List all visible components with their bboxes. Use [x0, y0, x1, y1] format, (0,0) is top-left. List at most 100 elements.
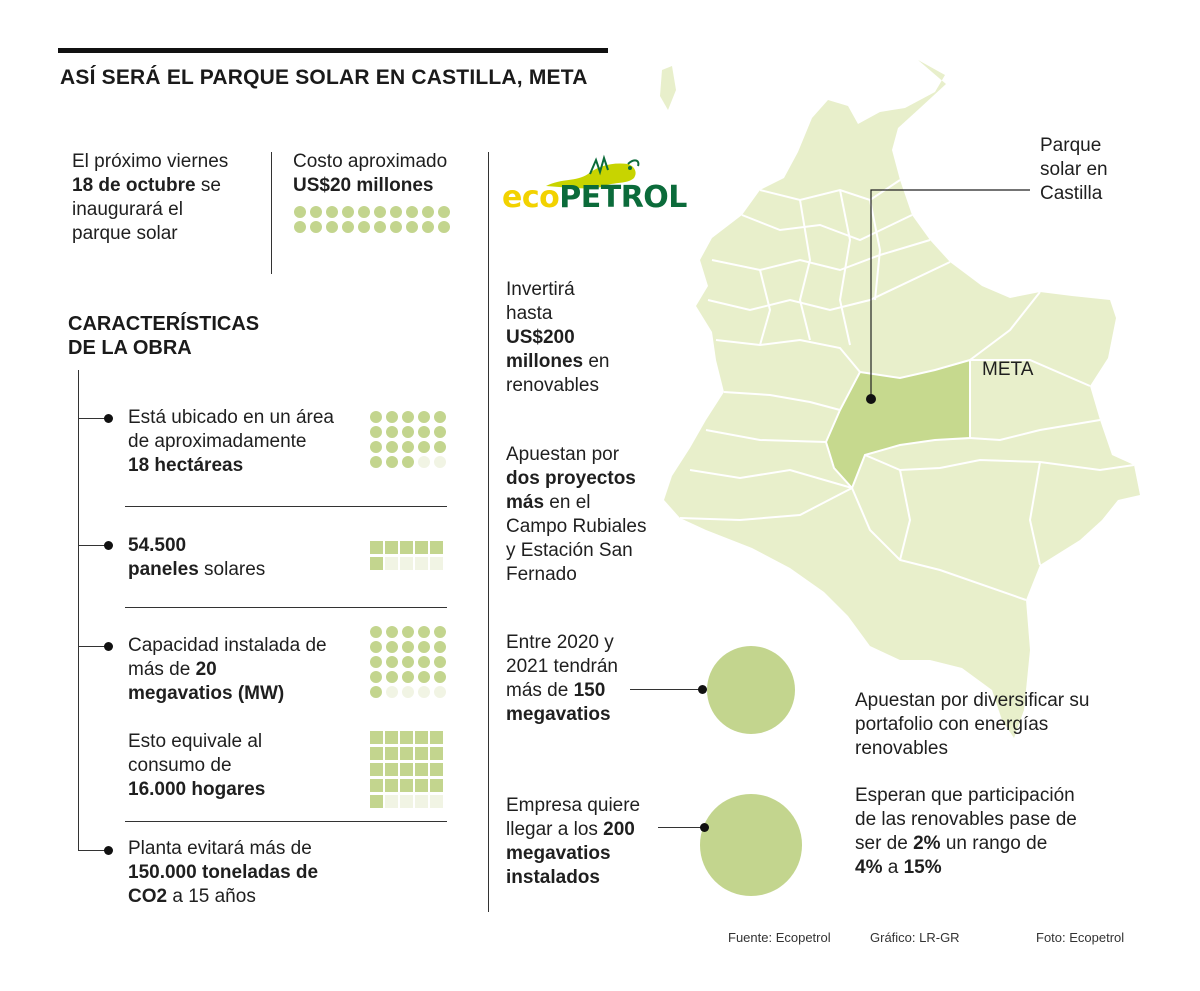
- projects-line-1: Apuestan por: [506, 444, 620, 465]
- panel-unit-square: [370, 557, 383, 570]
- features-timeline: [78, 370, 79, 850]
- cost-dot-grid: [294, 206, 451, 233]
- projects-line-6: Fernado: [506, 564, 577, 585]
- mw200-line-1: Empresa quiere: [506, 795, 641, 816]
- cost-unit-dot: [390, 206, 402, 218]
- area-unit-dot: [434, 426, 446, 438]
- area-unit-dot: [386, 441, 398, 453]
- panel-unit-square: [370, 541, 383, 554]
- expect-pre: ser de: [855, 833, 914, 854]
- area-unit-dot: [434, 411, 446, 423]
- footer-source: Fuente: Ecopetrol: [728, 930, 831, 945]
- invest-line-5: renovables: [506, 375, 599, 396]
- castilla-marker: [866, 394, 876, 404]
- capacity-unit-dot: [434, 626, 446, 638]
- expect-high: 15%: [903, 857, 942, 878]
- intro-divider: [271, 152, 272, 274]
- middle-divider: [488, 152, 489, 912]
- homes-line-2: consumo de: [128, 755, 232, 776]
- mw150-pre: más de: [506, 680, 574, 701]
- cost-unit-dot: [358, 221, 370, 233]
- page-title: ASÍ SERÁ EL PARQUE SOLAR EN CASTILLA, ME…: [60, 66, 588, 89]
- capacity-unit-dot: [386, 671, 398, 683]
- separator: [125, 506, 447, 507]
- expect-current: 2%: [913, 833, 941, 854]
- separator: [125, 607, 447, 608]
- capacity-unit-dot: [402, 671, 414, 683]
- cost-unit-dot: [438, 221, 450, 233]
- panel-unit-square: [385, 541, 398, 554]
- mw200-value: 200: [603, 819, 635, 840]
- cap-value: 20: [195, 659, 217, 680]
- homes-unit-square: [385, 731, 398, 744]
- area-line-1: Está ubicado en un área: [128, 407, 334, 428]
- panel-unit-square: [415, 541, 428, 554]
- projects-bold-2: más: [506, 492, 545, 513]
- capacity-unit-dot: [402, 656, 414, 668]
- panel-unit-square: [430, 541, 443, 554]
- homes-line-1: Esto equivale al: [128, 731, 263, 752]
- colombia-map: [660, 60, 1140, 738]
- title-bar: [58, 48, 608, 53]
- area-unit-dot: [402, 456, 414, 468]
- area-value: 18 hectáreas: [128, 455, 244, 476]
- area-unit-dot: [370, 441, 382, 453]
- capacity-unit-dot: [386, 686, 398, 698]
- cap-unit: megavatios (MW): [128, 683, 285, 704]
- cost-unit-dot: [310, 206, 322, 218]
- cost-unit-dot: [422, 206, 434, 218]
- area-unit-dot: [418, 411, 430, 423]
- homes-unit-square: [430, 795, 443, 808]
- bullet-capacity: [104, 642, 113, 651]
- mw200-marker: [700, 823, 709, 832]
- features-title: CARACTERÍSTICAS DE LA OBRA: [68, 313, 260, 359]
- homes-value: 16.000 hogares: [128, 779, 266, 800]
- intro-line-3: inaugurará el: [72, 199, 183, 220]
- capacity-unit-dot: [370, 626, 382, 638]
- homes-unit-square: [400, 795, 413, 808]
- bullet-co2: [104, 846, 113, 855]
- capacity-unit-dot: [418, 686, 430, 698]
- capacity-unit-dot: [370, 656, 382, 668]
- invest-line-2: hasta: [506, 303, 553, 324]
- footer-graphic: Gráfico: LR-GR: [870, 930, 960, 945]
- mw200-leader: [658, 827, 704, 828]
- cost-unit-dot: [294, 221, 306, 233]
- bullet-panels: [104, 541, 113, 550]
- invest-rest: en: [583, 351, 610, 372]
- projects-rest: en el: [544, 492, 591, 513]
- mw150-leader: [630, 689, 702, 690]
- invest-line-1: Invertirá: [506, 279, 575, 300]
- mw200-circle: [700, 794, 802, 896]
- area-unit-dot: [370, 456, 382, 468]
- homes-unit-square: [385, 763, 398, 776]
- invest-unit: millones: [506, 351, 584, 372]
- mw150-value: 150: [573, 680, 606, 701]
- area-unit-dot: [370, 426, 382, 438]
- cost-unit-dot: [438, 206, 450, 218]
- homes-unit-square: [370, 763, 383, 776]
- area-unit-dot: [386, 456, 398, 468]
- expect-mid: a: [882, 857, 904, 878]
- callout-label-3: Castilla: [1040, 183, 1103, 204]
- castilla-leader-line: [870, 189, 1030, 398]
- logo-petrol: PETROL: [559, 180, 687, 215]
- cost-unit-dot: [406, 206, 418, 218]
- capacity-unit-dot: [434, 686, 446, 698]
- capacity-dot-grid: [370, 626, 447, 698]
- capacity-unit-dot: [434, 641, 446, 653]
- mw200-label: instalados: [506, 867, 600, 888]
- area-dot-grid: [370, 411, 447, 468]
- homes-unit-square: [370, 731, 383, 744]
- homes-unit-square: [370, 747, 383, 760]
- mw150-circle: [707, 646, 795, 734]
- homes-unit-square: [385, 779, 398, 792]
- area-unit-dot: [386, 426, 398, 438]
- cost-unit-dot: [294, 206, 306, 218]
- area-unit-dot: [418, 441, 430, 453]
- capacity-unit-dot: [402, 626, 414, 638]
- co2-value: 150.000 toneladas de: [128, 862, 319, 883]
- meta-label: META: [982, 359, 1034, 380]
- panel-unit-square: [400, 541, 413, 554]
- homes-unit-square: [400, 779, 413, 792]
